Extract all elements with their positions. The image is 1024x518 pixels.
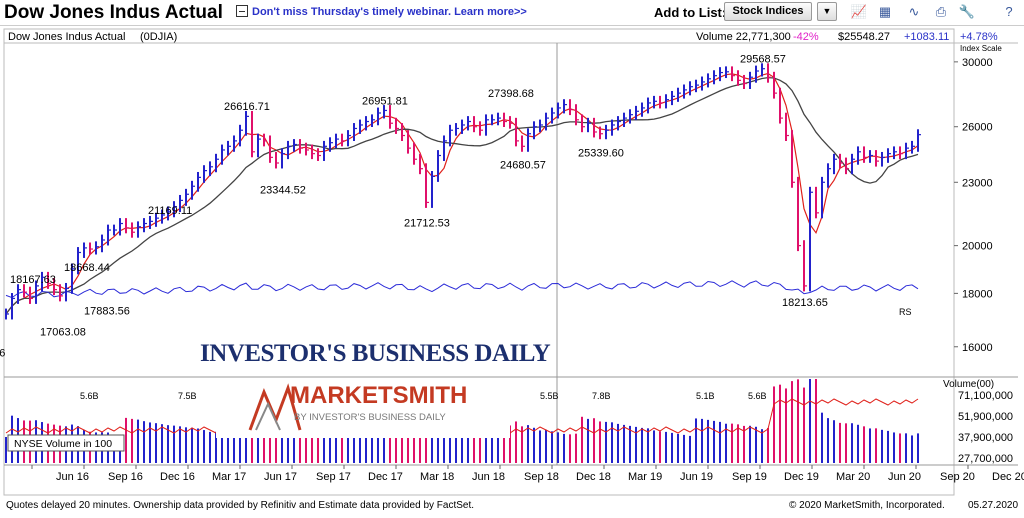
volume-tick-label: 37,900,000 [958, 432, 1013, 444]
rs-line [5, 280, 919, 299]
grid-icon[interactable]: ▦ [878, 4, 892, 19]
x-tick-label: Dec 17 [368, 471, 403, 483]
promo-text[interactable]: Don't miss Thursday's timely webinar. Le… [252, 6, 527, 18]
wrench-icon[interactable]: 🔧 [958, 4, 976, 19]
price-annotation: 21169.11 [148, 205, 192, 217]
chart-area[interactable]: Dow Jones Indus Actual (0DJIA) Volume 22… [0, 27, 1024, 497]
help-icon[interactable]: ? [1005, 4, 1013, 19]
performance-icon[interactable]: ∿ [908, 4, 920, 19]
info-change-pct: +4.78% [960, 31, 998, 43]
x-tick-label: Sep 16 [108, 471, 143, 483]
ma-long-line [5, 76, 919, 315]
price-annotation: 18213.65 [782, 297, 828, 309]
volume-axis-title: Volume(00) [943, 379, 994, 390]
info-price: $25548.27 [838, 31, 890, 43]
x-tick-label: Sep 19 [732, 471, 767, 483]
x-tick-label: Dec 18 [576, 471, 611, 483]
volume-peak-label: 5.6B [80, 391, 99, 401]
volume-peak-label: 5.6B [748, 391, 767, 401]
webinar-promo-link[interactable]: Don't miss Thursday's timely webinar. Le… [236, 5, 527, 18]
page-title: Dow Jones Indus Actual [4, 2, 223, 23]
price-chart[interactable]: Dow Jones Indus Actual (0DJIA) Volume 22… [0, 27, 1024, 497]
add-to-list-label: Add to List: [654, 5, 727, 20]
price-annotation: 25339.60 [578, 147, 624, 159]
nyse-volume-legend [7, 434, 125, 452]
y-tick-label: 30000 [962, 57, 993, 69]
top-toolbar: Dow Jones Indus Actual Don't miss Thursd… [0, 0, 1024, 26]
x-tick-label: Sep 18 [524, 471, 559, 483]
price-annotation: 17063.08 [40, 327, 86, 339]
info-volume-change: -42% [793, 31, 819, 43]
price-annotation: 21712.53 [404, 217, 450, 229]
price-annotation: 26616.71 [224, 101, 270, 113]
info-change: +1083.11 [904, 31, 949, 43]
x-tick-label: Dec 16 [160, 471, 195, 483]
y-tick-label: 26000 [962, 122, 993, 134]
footer-disclaimer: Quotes delayed 20 minutes. Ownership dat… [6, 500, 475, 511]
x-tick-label: Mar 19 [628, 471, 662, 483]
x-tick-label: Jun 18 [472, 471, 505, 483]
x-tick-label: Jun 20 [888, 471, 921, 483]
x-tick-label: Dec 19 [784, 471, 819, 483]
marketsmith-sub: BY INVESTOR'S BUSINESS DAILY [294, 412, 446, 423]
chart-frame [3, 28, 955, 496]
marketsmith-logo-backdrop [216, 378, 510, 438]
rs-label: RS [899, 307, 912, 317]
volume-tick-label: 51,900,000 [958, 411, 1013, 423]
price-annotation: 29568.57 [740, 53, 786, 65]
y-tick-label: 20000 [962, 241, 993, 253]
info-symbol: (0DJIA) [140, 31, 177, 43]
volume-tick-label: 27,700,000 [958, 453, 1013, 465]
info-name: Dow Jones Indus Actual [8, 31, 125, 43]
y-tick-label: 18000 [962, 288, 993, 300]
y-tick-label: 16000 [962, 342, 993, 354]
price-annotation: 0.56 [0, 347, 5, 359]
print-icon[interactable]: ⎙ [935, 4, 947, 19]
price-annotation: 18167.63 [10, 274, 56, 286]
volume-peak-label: 5.5B [540, 391, 559, 401]
footer-copyright: © 2020 MarketSmith, Incorporated. [789, 500, 945, 511]
price-annotation: 24680.57 [500, 159, 546, 171]
line-chart-icon[interactable]: 📈 [850, 4, 868, 19]
ibd-logo: INVESTOR'S BUSINESS DAILY [200, 340, 551, 367]
marketsmith-name: MARKETSMITH [290, 382, 468, 409]
price-annotation: 17883.56 [84, 305, 130, 317]
x-tick-label: Mar 17 [212, 471, 246, 483]
y-tick-label: 23000 [962, 177, 993, 189]
volume-peak-label: 5.1B [696, 391, 715, 401]
marketsmith-logo-icon [248, 383, 302, 431]
ma-short-line [5, 72, 919, 315]
x-tick-label: Dec 20 [992, 471, 1024, 483]
x-tick-label: Mar 18 [420, 471, 454, 483]
x-tick-label: Sep 20 [940, 471, 975, 483]
volume-tick-label: 71,100,000 [958, 390, 1013, 402]
x-tick-label: Jun 16 [56, 471, 89, 483]
volume-peak-label: 7.8B [592, 391, 611, 401]
info-volume: Volume 22,771,300 [696, 31, 791, 43]
x-tick-label: Mar 20 [836, 471, 870, 483]
price-annotation: 26951.81 [362, 95, 408, 107]
x-tick-label: Jun 17 [264, 471, 297, 483]
footer-date: 05.27.2020 [968, 500, 1019, 511]
volume-peak-label: 7.5B [178, 391, 197, 401]
flag-icon [236, 5, 248, 17]
price-annotation: 23344.52 [260, 185, 306, 197]
x-tick-label: Jun 19 [680, 471, 713, 483]
list-select[interactable]: Stock Indices [724, 2, 812, 21]
price-axis-label: Index Scale [960, 44, 1002, 53]
price-annotation: 18668.44 [64, 262, 110, 274]
price-annotation: 27398.68 [488, 88, 534, 100]
x-tick-label: Sep 17 [316, 471, 351, 483]
chevron-down-icon[interactable]: ▼ [817, 2, 837, 21]
nyse-volume-label: NYSE Volume in 100 [14, 438, 112, 450]
